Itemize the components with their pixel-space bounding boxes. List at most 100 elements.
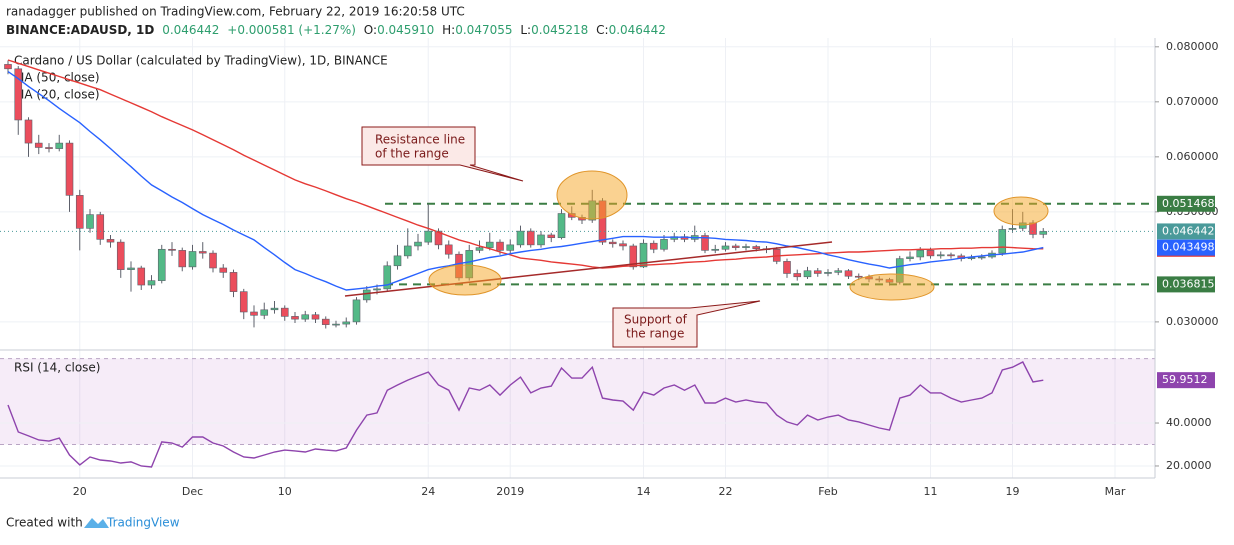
candle-body <box>75 195 84 229</box>
y-tick-label: 40.0000 <box>1166 416 1212 429</box>
rsi-band <box>0 358 1155 445</box>
highlight <box>428 264 502 296</box>
candle-body <box>106 239 115 243</box>
candle-body <box>239 291 248 313</box>
candle-body <box>557 213 566 239</box>
x-tick-label: Feb <box>818 485 837 498</box>
candle-body <box>4 64 12 70</box>
callout-text: Resistance line <box>375 133 465 147</box>
candle-body <box>147 280 156 286</box>
plot <box>0 59 1155 468</box>
callout-text: of the range <box>375 147 449 161</box>
legend-ma50: MA (50, close) <box>14 71 100 85</box>
candle-body <box>496 241 504 251</box>
candle-body <box>34 142 43 148</box>
logo <box>84 518 109 528</box>
o-key: O: <box>364 23 377 37</box>
ma-line <box>7 59 1044 269</box>
candle-body <box>444 244 453 255</box>
candle-body <box>157 248 166 281</box>
candle-body <box>291 316 299 320</box>
candle-body <box>301 314 310 320</box>
candle-body <box>280 307 289 317</box>
change: +0.000581 (+1.27%) <box>227 23 356 37</box>
candle-body <box>947 254 955 257</box>
l-val: 0.045218 <box>531 23 588 37</box>
candle-body <box>793 273 802 278</box>
highlight <box>993 196 1049 226</box>
y-tick-label: 0.080000 <box>1166 40 1219 53</box>
c-key: C: <box>596 23 608 37</box>
y-tick-label: 0.060000 <box>1166 150 1219 163</box>
candle-body <box>721 245 730 250</box>
candle-body <box>854 275 863 278</box>
candle-body <box>742 246 750 248</box>
candle-body <box>475 247 484 251</box>
candle-body <box>219 267 228 273</box>
highlight <box>556 170 628 220</box>
candle-body <box>485 241 494 248</box>
candle-body <box>127 267 135 270</box>
candle-body <box>209 252 217 269</box>
candle-body <box>844 270 853 277</box>
candle-body <box>629 245 638 268</box>
candle-body <box>537 234 545 246</box>
footer-brand: TradingView <box>106 516 180 530</box>
price-label: 0.043498 <box>1162 241 1215 254</box>
candle-body <box>403 245 412 257</box>
symbol-line: BINANCE:ADAUSD, 1D 0.046442 +0.000581 (+… <box>6 23 666 37</box>
candle-body <box>824 272 832 274</box>
c-val: 0.046442 <box>609 23 666 37</box>
legend-ma20: MA (20, close) <box>14 88 100 102</box>
trend-line <box>344 241 833 297</box>
price-label-box <box>1157 195 1215 212</box>
price-label: 0.036815 <box>1162 277 1215 290</box>
candle-body <box>516 230 525 246</box>
callout <box>361 126 524 182</box>
y-tick-label: 0.030000 <box>1166 315 1219 328</box>
candle-body <box>414 241 422 247</box>
candle-body <box>619 243 627 247</box>
candle-body <box>998 229 1007 254</box>
x-tick-label: 19 <box>1006 485 1020 498</box>
candle-body <box>649 242 658 250</box>
candle-body <box>803 270 812 278</box>
h-val: 0.047055 <box>455 23 512 37</box>
price-axis: 20Dec102420191422Feb1119Mar0.0300000.050… <box>73 40 1219 498</box>
candle-body <box>24 119 33 144</box>
price-label-box <box>1157 223 1215 240</box>
candle-body <box>65 142 74 196</box>
candle-body <box>250 311 258 316</box>
l-key: L: <box>520 23 531 37</box>
footer-created: Created with <box>6 516 83 530</box>
price-label: 59.9512 <box>1162 373 1208 386</box>
candle-body <box>198 251 207 254</box>
chart-title: Cardano / US Dollar (calculated by Tradi… <box>14 54 388 68</box>
candle-body <box>373 288 381 291</box>
candle-body <box>711 248 720 251</box>
published-line: ranadagger published on TradingView.com,… <box>6 5 465 19</box>
candle-body <box>352 299 361 323</box>
candle-body <box>168 248 176 251</box>
candle-body <box>86 214 94 229</box>
candle-body <box>813 270 822 274</box>
candle-body <box>321 318 330 325</box>
candle-body <box>1008 228 1017 230</box>
y-tick-label: 0.070000 <box>1166 95 1219 108</box>
candle-body <box>977 256 986 259</box>
candle-body <box>731 245 740 248</box>
candle-body <box>526 230 535 246</box>
candle-body <box>383 265 392 290</box>
candle-body <box>14 68 23 121</box>
price-label: 0.046442 <box>1162 224 1215 237</box>
candle-body <box>936 254 945 257</box>
x-tick-label: 14 <box>637 485 651 498</box>
price-label-box <box>1157 372 1215 389</box>
candle-body <box>362 289 371 301</box>
price-label-box <box>1157 276 1215 293</box>
candle-body <box>55 142 64 149</box>
x-tick-label: 22 <box>719 485 733 498</box>
symbol: BINANCE:ADAUSD, 1D <box>6 23 154 37</box>
